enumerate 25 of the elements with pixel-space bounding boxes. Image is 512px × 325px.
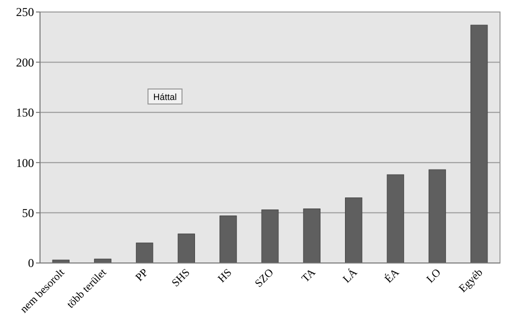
bar: [261, 210, 279, 264]
bar: [94, 258, 112, 264]
y-tick-label: 50: [22, 206, 34, 220]
bar: [136, 242, 154, 264]
bar: [470, 24, 488, 264]
x-tick-label: LÁ: [340, 266, 360, 286]
bar: [303, 208, 320, 264]
bar: [345, 197, 362, 264]
x-tick-label: SZO: [252, 266, 276, 290]
bar: [386, 174, 404, 264]
x-tick-label: SHS: [170, 266, 192, 290]
bar: [428, 169, 446, 264]
y-tick-label: 200: [16, 55, 34, 70]
bar: [178, 234, 195, 264]
y-tick-label: 250: [16, 5, 34, 20]
y-tick-label: 150: [16, 106, 34, 120]
x-tick-label: TA: [300, 266, 318, 285]
bar: [220, 216, 237, 264]
annotation: Háttal: [153, 92, 177, 102]
y-tick-label: 0: [28, 256, 34, 270]
x-tick-label: LO: [424, 266, 444, 286]
x-tick-label: HS: [216, 266, 234, 286]
x-tick-label: ÉA: [382, 266, 402, 286]
y-tick-label: 100: [16, 156, 34, 170]
x-tick-label: PP: [134, 266, 151, 284]
